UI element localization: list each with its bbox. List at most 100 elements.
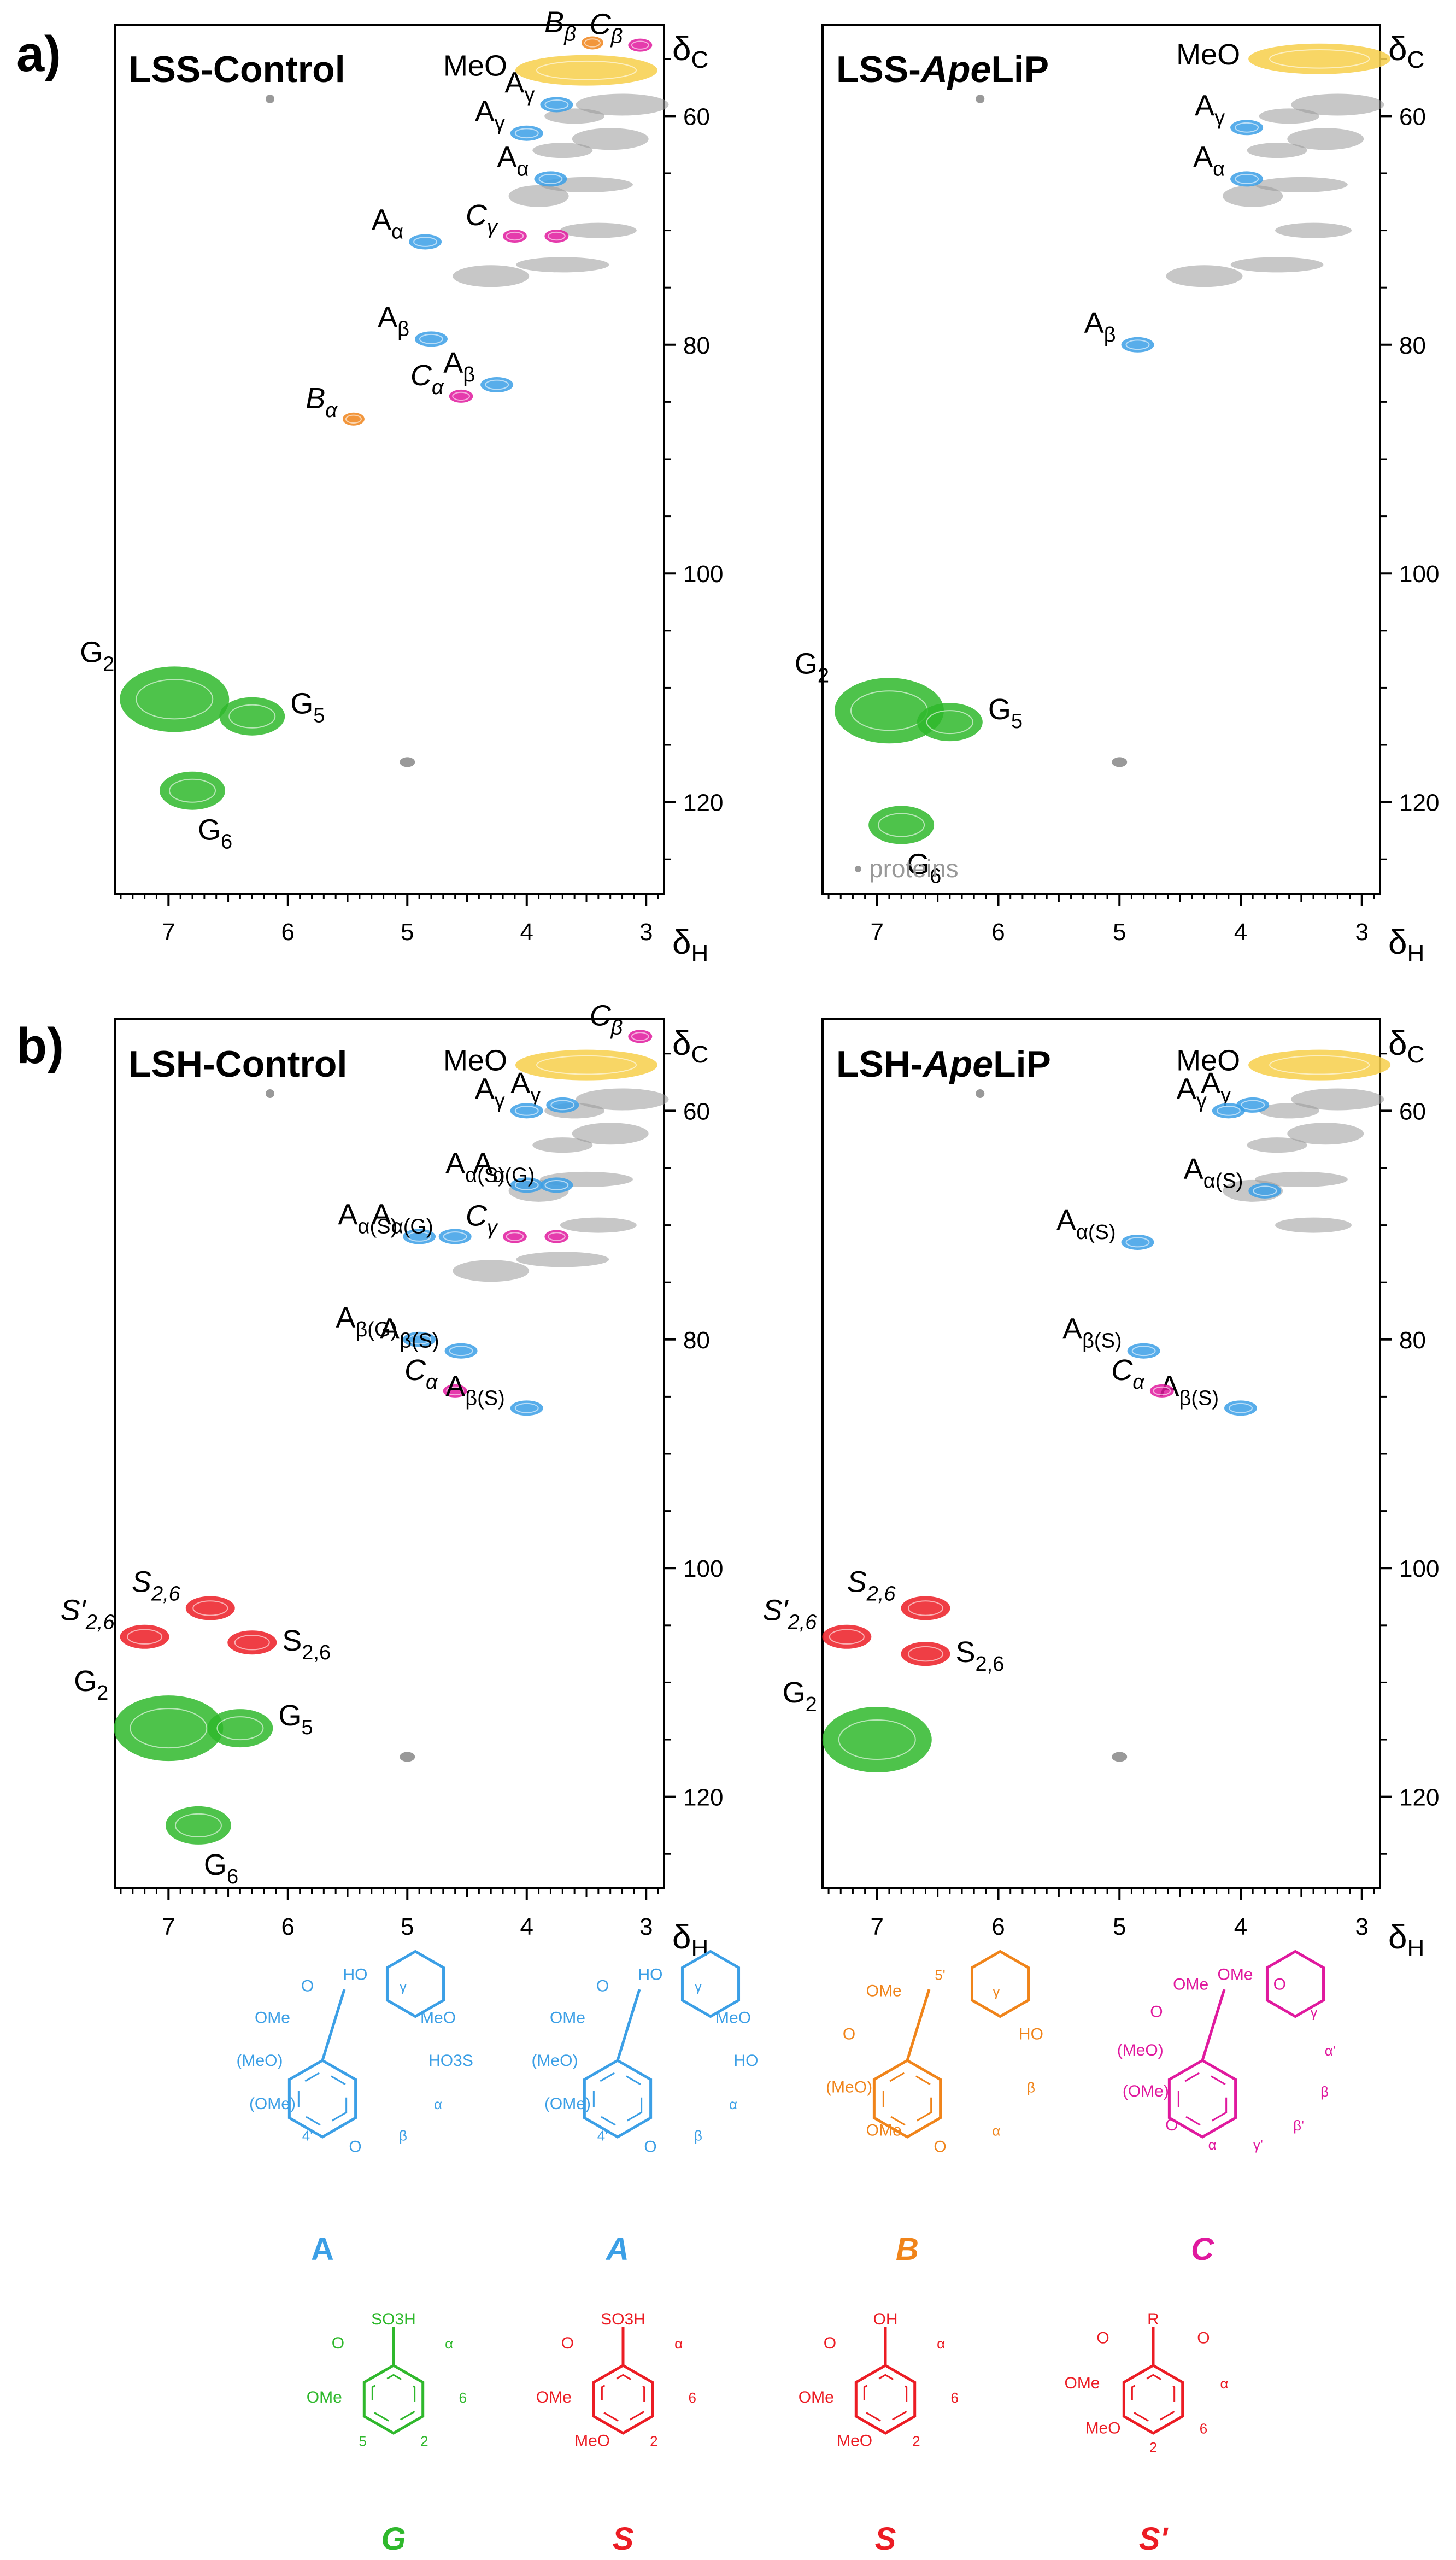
bond (321, 1989, 346, 2061)
contour-ring (514, 1179, 539, 1190)
contour-ring (485, 379, 509, 390)
cross-peak-A (510, 1400, 543, 1416)
cross-peak-S (227, 1630, 277, 1655)
delta-c-axis-label: δC (672, 1025, 708, 1068)
contour-ring (506, 231, 524, 241)
contour-ring (1229, 1402, 1253, 1413)
cross-peak-G (822, 1707, 932, 1773)
atom-label: OH (873, 2310, 898, 2328)
x-tick-label: 4 (520, 1913, 533, 1940)
aromatic-ring (583, 2059, 653, 2139)
peak-label: S2,6 (847, 1565, 896, 1605)
contour-ring (514, 128, 539, 139)
peak-label: G2 (80, 636, 114, 676)
contour-ring (136, 679, 214, 720)
atom-label: OMe (255, 2009, 290, 2027)
structure-name: A (605, 2232, 629, 2267)
contour-ring (547, 231, 566, 241)
contour-ring (514, 1402, 539, 1413)
atom-label: 4' (302, 2127, 313, 2144)
aromatic-ring (362, 2364, 425, 2435)
aromatic-ring (680, 1950, 741, 2018)
peak-label: Bα (306, 382, 338, 422)
protein-contour (532, 143, 593, 158)
peak-label: MeO (1176, 1044, 1240, 1077)
contour-ring (550, 1100, 575, 1111)
ring-bonds (1131, 2374, 1176, 2425)
cross-peak-A (1121, 337, 1154, 353)
y-tick-label: 100 (1399, 561, 1439, 588)
cross-peak-G (207, 1709, 273, 1748)
peak-label: Aα (1193, 140, 1225, 180)
contour-ring (631, 1032, 649, 1041)
atom-label: OMe (307, 2388, 342, 2406)
peak-label: Bβ (544, 5, 576, 45)
cross-peak-G (160, 771, 226, 810)
contour-ring (907, 1600, 943, 1616)
protein-contour (1254, 1171, 1348, 1187)
peak-label: Aγ (475, 95, 505, 135)
peak-label: MeO (1176, 38, 1240, 71)
x-tick-label: 4 (1234, 1913, 1247, 1940)
x-tick-label: 7 (162, 1913, 175, 1940)
peak-label: Aα(G) (372, 1199, 433, 1238)
atom-label: (OMe) (1123, 2082, 1169, 2100)
atom-label: MeO (1085, 2420, 1121, 2438)
cross-peak-A (540, 97, 573, 113)
atom-label: 6 (951, 2389, 959, 2406)
atom-label: OMe (866, 2121, 902, 2139)
contour-ring (127, 1629, 163, 1645)
contour-ring (228, 704, 276, 729)
cross-peak-A (444, 1343, 478, 1359)
contour-ring (1269, 1055, 1370, 1075)
atom-label: α (729, 2096, 737, 2112)
cross-peak-A (1212, 1103, 1245, 1119)
atom-label: HO3S (428, 2052, 473, 2070)
peak-label: G5 (278, 1699, 313, 1739)
atom-label: OMe (550, 2009, 585, 2027)
proteins-legend-label: proteins (869, 854, 959, 883)
atom-label: R (1147, 2310, 1159, 2328)
atom-label: 2 (650, 2433, 657, 2449)
peak-label: Aγ (1177, 1072, 1207, 1112)
contour-ring (413, 237, 438, 247)
atom-label: O (1273, 1976, 1286, 1994)
peak-label: Aγ (510, 1067, 541, 1107)
structure-formulas: HOγMeOHO3SαβO4'(OMe)(MeO)OMeOAHOγMeOHOαβ… (237, 1950, 1336, 2557)
peak-label: G6 (907, 848, 941, 888)
protein-contour (1259, 1103, 1319, 1119)
protein-contour (266, 1089, 275, 1098)
aromatic-ring (385, 1950, 445, 2018)
atom-label: 4' (597, 2127, 608, 2144)
ring-bonds (592, 2070, 643, 2128)
cross-peak-A (534, 171, 567, 187)
atom-label: O (843, 2025, 855, 2043)
delta-c-axis-label: δC (1388, 1025, 1424, 1068)
ring-bonds (297, 2070, 348, 2128)
delta-c-axis-label: δC (1388, 30, 1424, 73)
y-tick-label: 60 (1399, 103, 1426, 130)
protein-contour (572, 128, 649, 150)
peak-label: G6 (198, 814, 232, 854)
atom-label: (MeO) (1117, 2041, 1164, 2059)
peak-label: Aα (497, 140, 529, 180)
peak-label: G6 (204, 1848, 238, 1888)
protein-contour (508, 185, 569, 207)
cross-peak-A (540, 1177, 573, 1193)
panel-title: LSS-Control (128, 49, 345, 90)
cross-peak-A (1236, 1097, 1270, 1113)
contour-ring (216, 1716, 264, 1741)
cross-peak-G (834, 678, 944, 744)
protein-contour (1254, 177, 1348, 192)
panel-b-label: b) (16, 1018, 64, 1074)
atom-label: HO (734, 2052, 759, 2070)
peak-label: Aγ (504, 66, 535, 106)
y-tick-label: 120 (683, 1784, 723, 1811)
contour-ring (1241, 1100, 1265, 1111)
structure-name: S (613, 2521, 634, 2557)
peak-label: Aβ(S) (445, 1370, 505, 1410)
delta-h-axis-label: δH (1388, 924, 1424, 967)
atom-label: OMe (799, 2388, 834, 2406)
